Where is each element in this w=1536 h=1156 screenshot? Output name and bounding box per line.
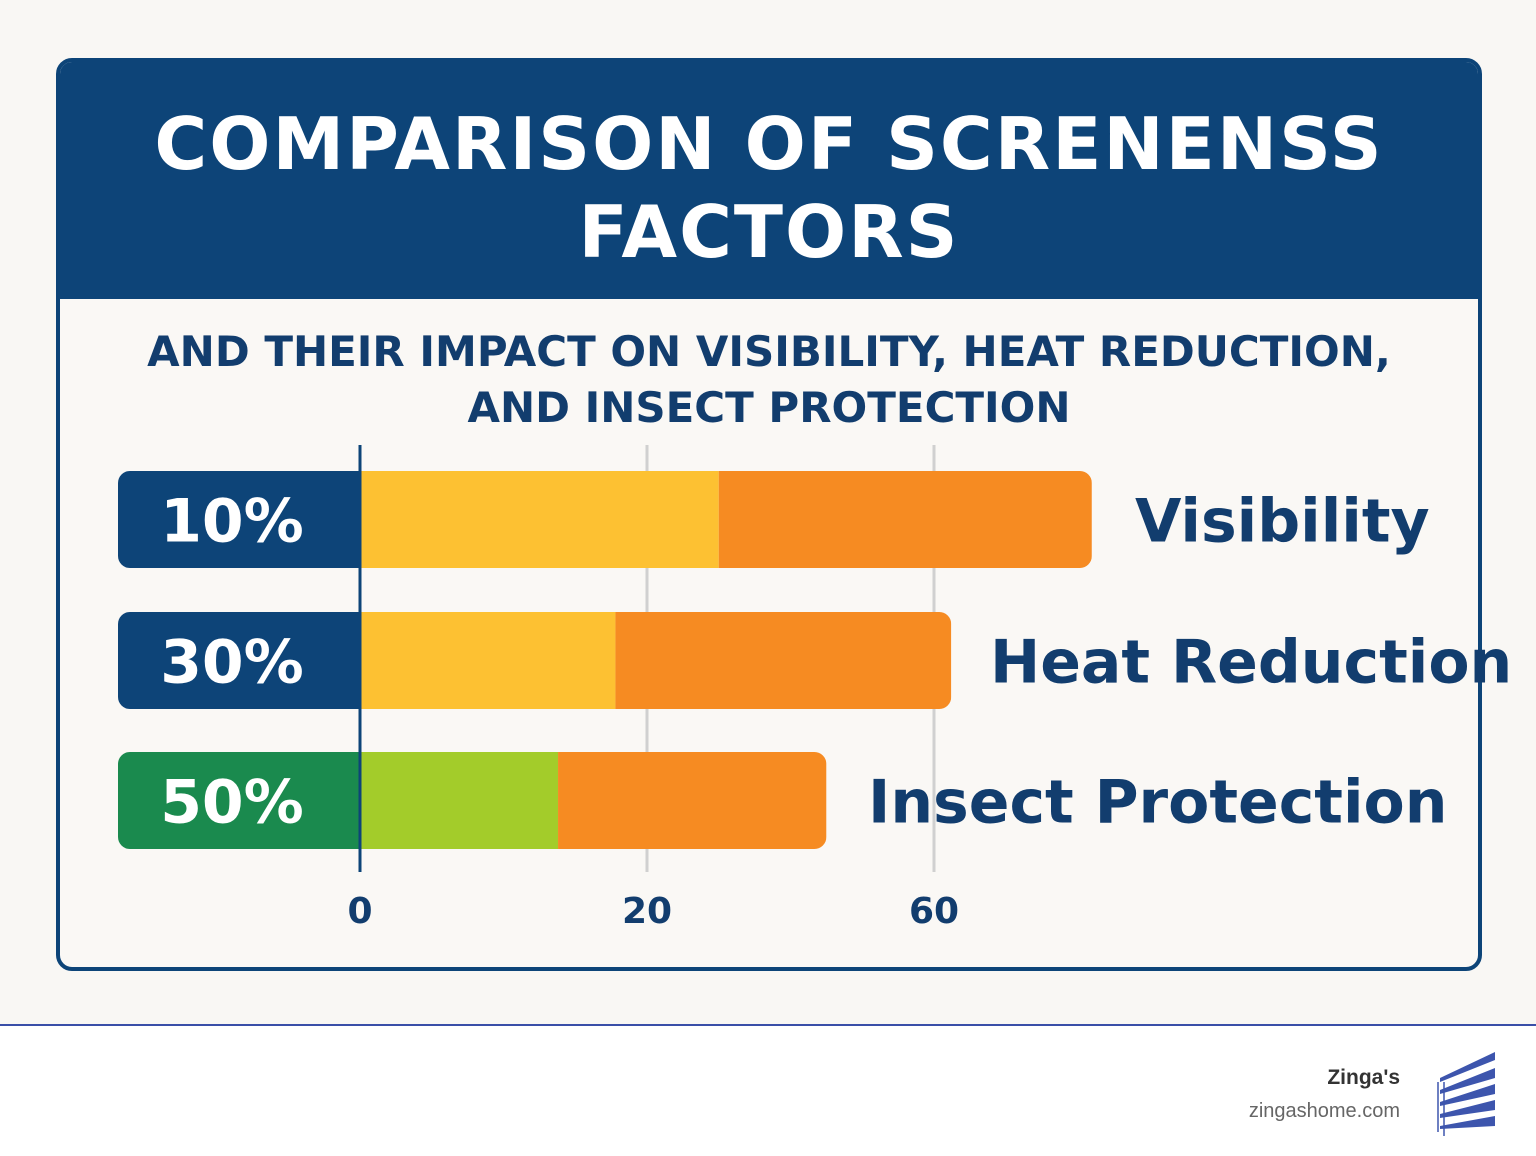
title-line-2: FACTORS xyxy=(578,190,960,274)
bar-segment xyxy=(615,612,952,709)
bar-row xyxy=(118,471,1092,568)
category-label: Visibility xyxy=(1135,487,1430,557)
subtitle-line-2: AND INSECT PROTECTION xyxy=(467,383,1071,432)
brand-block: Zinga's zingashome.com xyxy=(1249,1066,1400,1123)
brand-name: Zinga's xyxy=(1327,1066,1400,1089)
chart-subtitle: AND THEIR IMPACT ON VISIBILITY, HEAT RED… xyxy=(60,324,1478,436)
badge-background xyxy=(118,471,360,568)
badge-label: 50% xyxy=(160,768,304,838)
bar-row xyxy=(118,752,827,849)
subtitle-line-1: AND THEIR IMPACT ON VISIBILITY, HEAT RED… xyxy=(147,327,1391,376)
window-blinds-icon xyxy=(1437,1052,1495,1136)
title-line-1: COMPARISON OF SCRENENSS xyxy=(154,102,1384,186)
badge-label: 30% xyxy=(160,628,304,698)
title-banner: COMPARISON OF SCRENENSS FACTORS xyxy=(60,62,1478,299)
x-tick-label: 20 xyxy=(622,891,672,932)
badge-label: 10% xyxy=(160,487,304,557)
bar-segment xyxy=(558,752,827,849)
x-tick-label: 0 xyxy=(347,891,372,932)
bar-segment xyxy=(360,752,559,849)
badge-background xyxy=(118,752,360,849)
bar-segment xyxy=(718,471,1092,568)
x-tick-label: 60 xyxy=(909,891,959,932)
brand-url[interactable]: zingashome.com xyxy=(1248,1100,1400,1122)
footer: Zinga's zingashome.com xyxy=(0,1024,1536,1156)
bar-segment xyxy=(360,612,616,709)
badge-background xyxy=(118,612,360,709)
bar-row xyxy=(118,612,952,709)
bar-segment xyxy=(360,471,719,568)
category-label: Insect Protection xyxy=(868,768,1448,838)
bar-chart: 0 20 60 10% Visibility 30% Heat Reduction 50% In… xyxy=(118,445,1512,932)
chart-title: COMPARISON OF SCRENENSS FACTORS xyxy=(60,100,1478,276)
category-label: Heat Reduction xyxy=(990,628,1512,698)
